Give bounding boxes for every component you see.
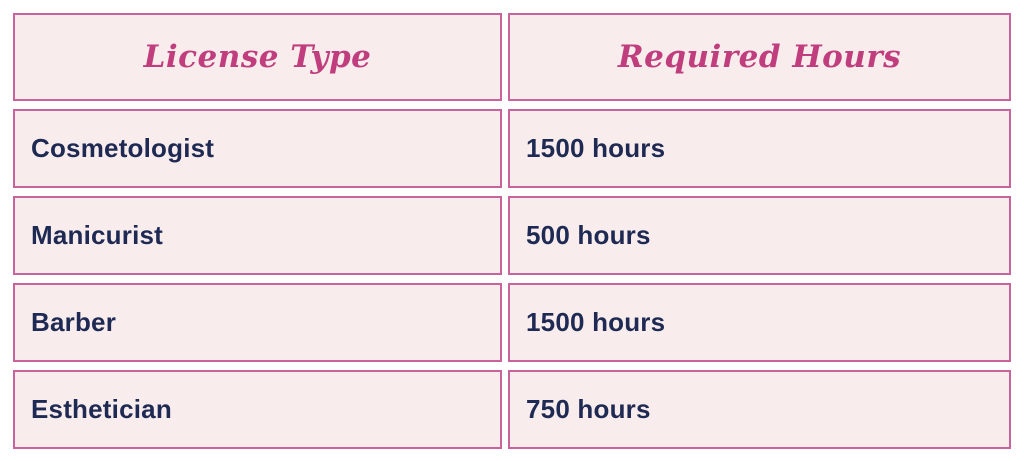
cell-license-type-cosmetologist: Cosmetologist (13, 109, 502, 188)
cell-required-hours-manicurist: 500 hours (508, 196, 1011, 275)
cell-required-hours-cosmetologist: 1500 hours (508, 109, 1011, 188)
license-requirements-table: License Type Required Hours Cosmetologis… (13, 13, 1011, 449)
cell-license-type-esthetician: Esthetician (13, 370, 502, 449)
cell-required-hours-esthetician: 750 hours (508, 370, 1011, 449)
cell-license-type-barber: Barber (13, 283, 502, 362)
cell-required-hours-barber: 1500 hours (508, 283, 1011, 362)
header-cell-license-type: License Type (13, 13, 502, 101)
cell-license-type-manicurist: Manicurist (13, 196, 502, 275)
header-cell-required-hours: Required Hours (508, 13, 1011, 101)
